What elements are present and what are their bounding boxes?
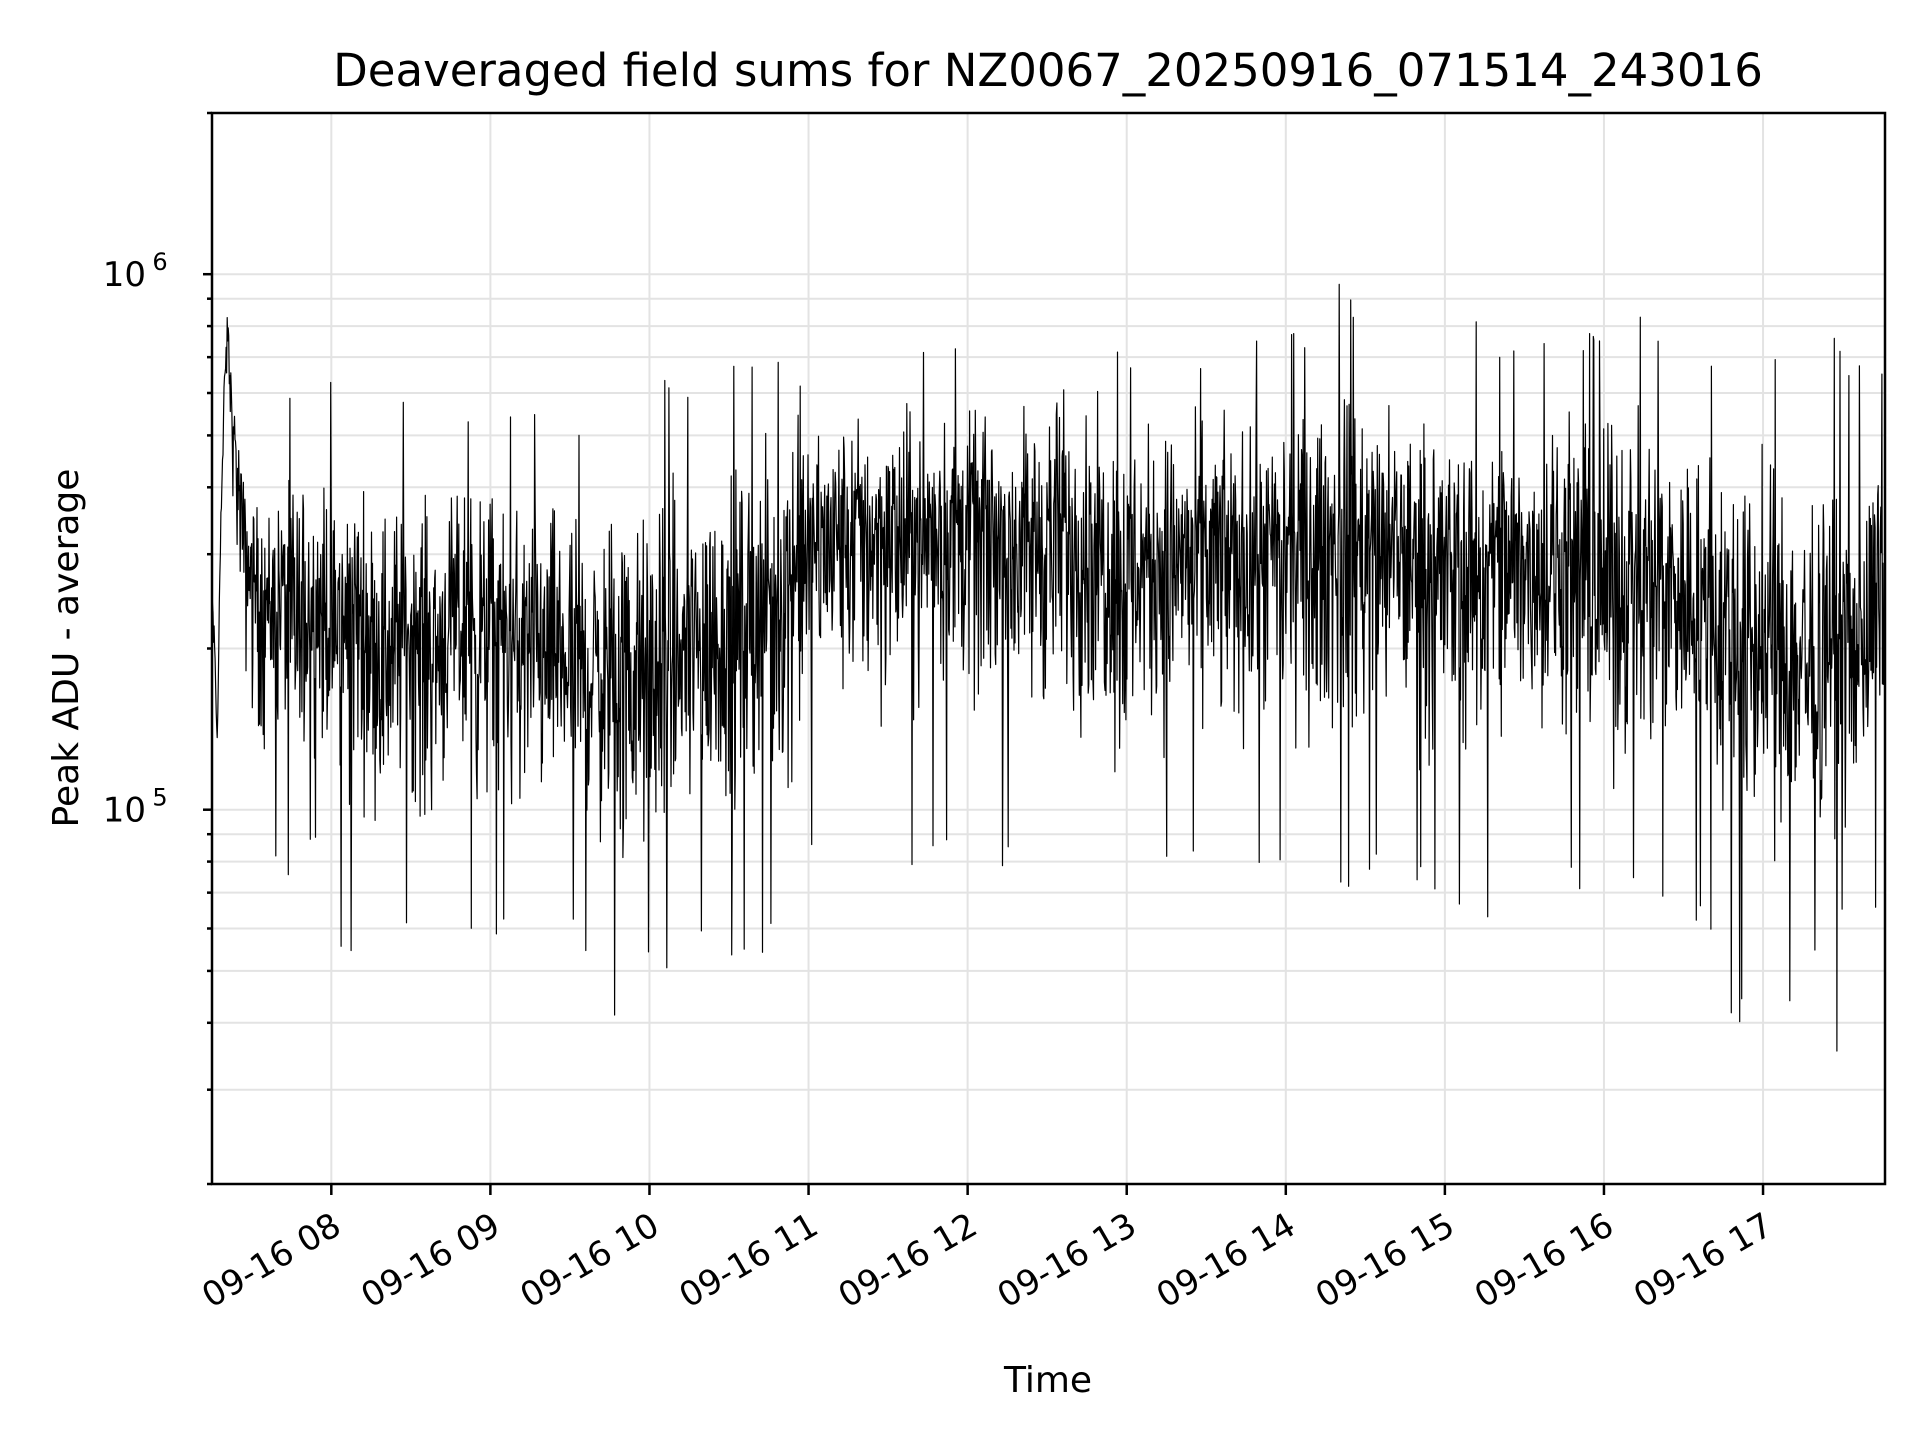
y-tick-label: 10 [103, 791, 146, 831]
x-tick-label: 09-16 11 [673, 1205, 825, 1316]
x-tick-label: 09-16 16 [1468, 1205, 1620, 1316]
x-tick-label: 09-16 10 [514, 1205, 666, 1316]
x-tick-label: 09-16 08 [195, 1205, 347, 1316]
y-tick-label-base: 10 [103, 255, 146, 295]
x-tick-label: 09-16 13 [991, 1205, 1143, 1316]
y-tick-label-exponent: 6 [152, 248, 167, 276]
series-line [211, 283, 1886, 1052]
x-tick-label: 09-16 14 [1150, 1205, 1302, 1316]
y-tick-label: 10 [103, 255, 146, 295]
y-axis-label: Peak ADU - average [46, 469, 87, 828]
x-tick-label: 09-16 15 [1309, 1205, 1461, 1316]
x-axis: 09-16 08 09-16 09 09-16 10 09-16 11 09-16 12… [195, 1184, 1780, 1316]
y-tick-label-exponent: 5 [152, 784, 167, 812]
chart-title: Deaveraged field sums for NZ0067_2025091… [333, 44, 1763, 97]
x-tick-label: 09-16 09 [354, 1205, 506, 1316]
x-tick-label: 09-16 12 [832, 1205, 984, 1316]
x-tick-label: 09-16 17 [1627, 1205, 1779, 1316]
x-axis-label: Time [1003, 1360, 1092, 1401]
y-tick-label-base: 10 [103, 791, 146, 831]
series-layer [211, 283, 1886, 1052]
